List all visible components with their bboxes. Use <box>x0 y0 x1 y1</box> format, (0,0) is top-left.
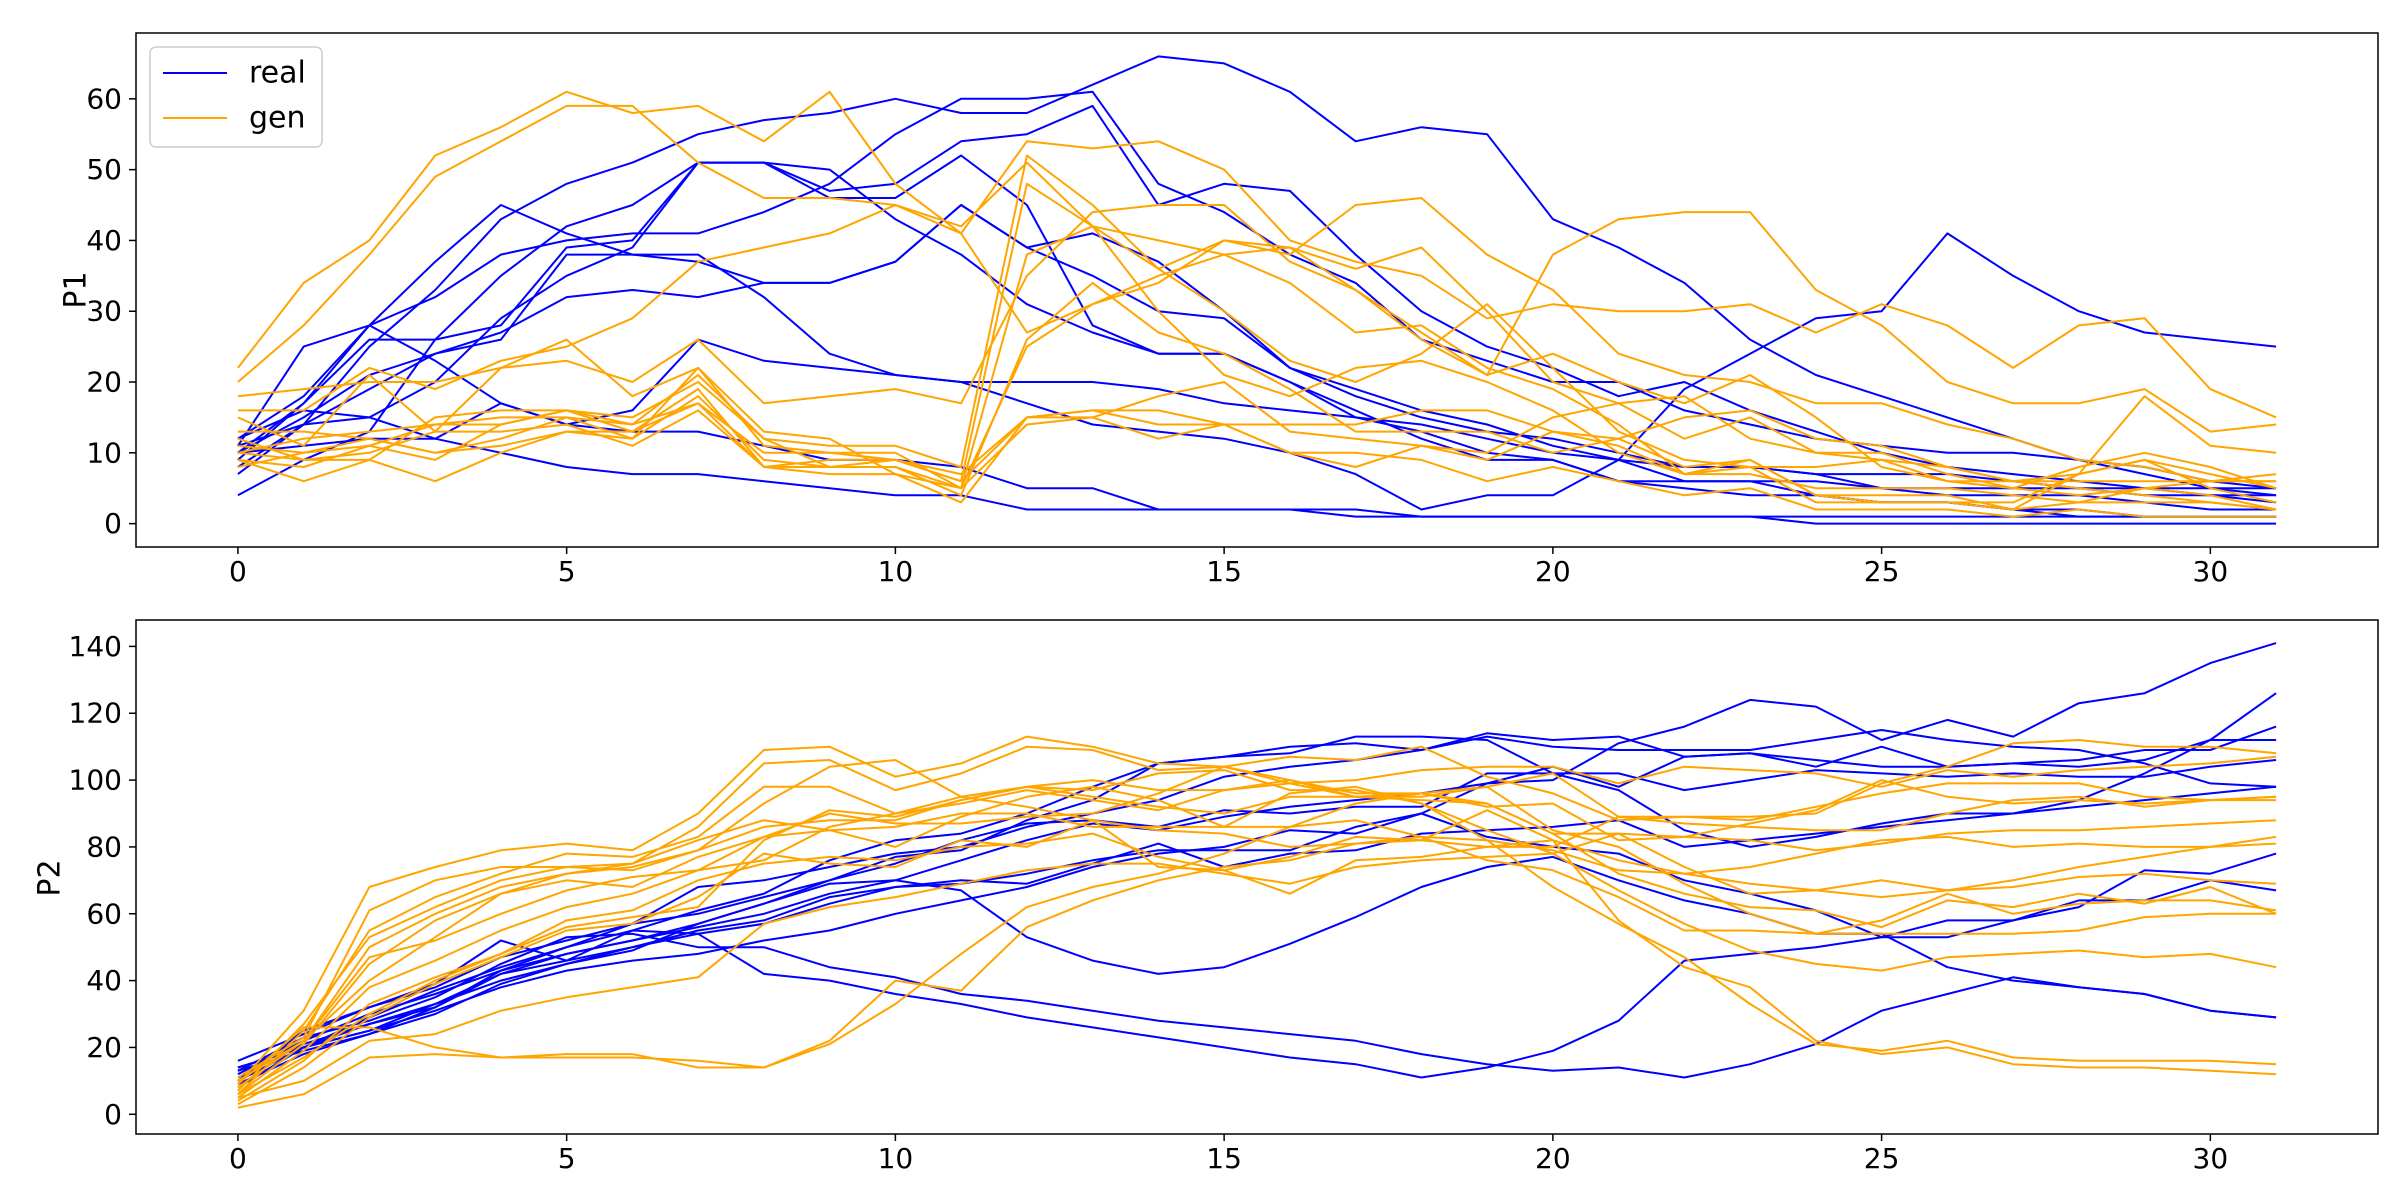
legend-label-gen: gen <box>249 101 306 136</box>
p1-x-tick-label-15: 15 <box>1206 555 1242 588</box>
p1-y-tick-label-40: 40 <box>86 224 122 257</box>
p2-y-tick-label-60: 60 <box>86 897 122 930</box>
p2-x-tick-label-5: 5 <box>558 1142 576 1175</box>
p1-y-tick-label-20: 20 <box>86 366 122 399</box>
p1-y-tick-label-0: 0 <box>104 507 122 540</box>
p2-y-axis-label: P2 <box>33 859 68 896</box>
p2-x-tick-label-20: 20 <box>1535 1142 1571 1175</box>
p2-y-tick-label-80: 80 <box>86 830 122 863</box>
p2-y-tick-label-120: 120 <box>69 697 122 730</box>
p2-y-tick-label-0: 0 <box>104 1098 122 1131</box>
p1-x-tick-label-0: 0 <box>229 555 247 588</box>
p1-x-tick-label-25: 25 <box>1864 555 1900 588</box>
p2-x-tick-label-25: 25 <box>1864 1142 1900 1175</box>
p1-x-tick-label-30: 30 <box>2193 555 2229 588</box>
p2-y-tick-label-140: 140 <box>69 630 122 663</box>
p2-y-tick-label-100: 100 <box>69 764 122 797</box>
p2-x-tick-label-0: 0 <box>229 1142 247 1175</box>
p1-x-tick-label-5: 5 <box>558 555 576 588</box>
legend-label-real: real <box>249 56 306 91</box>
p1-y-tick-label-50: 50 <box>86 153 122 186</box>
p2-x-tick-label-10: 10 <box>878 1142 914 1175</box>
p1-y-tick-label-10: 10 <box>86 436 122 469</box>
p2-y-tick-label-20: 20 <box>86 1031 122 1064</box>
p2-y-tick-label-40: 40 <box>86 964 122 997</box>
p2-x-tick-label-30: 30 <box>2193 1142 2229 1175</box>
p1-x-tick-label-20: 20 <box>1535 555 1571 588</box>
p1-y-tick-label-60: 60 <box>86 82 122 115</box>
p1-x-tick-label-10: 10 <box>878 555 914 588</box>
p2-x-tick-label-15: 15 <box>1206 1142 1242 1175</box>
legend: real gen <box>150 47 322 147</box>
p1-y-axis-label: P1 <box>59 271 94 308</box>
